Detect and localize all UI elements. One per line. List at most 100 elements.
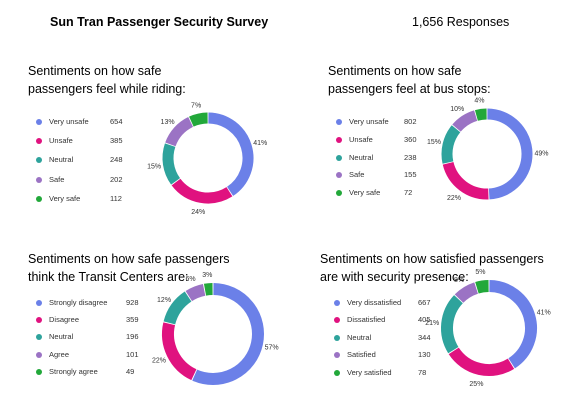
legend-label: Dissatisfied: [347, 315, 386, 325]
slice-percent-label: 25%: [469, 381, 483, 388]
legend-label: Very dissatisfied: [347, 298, 402, 307]
chart-title: Sentiments on how safe passengers think t…: [28, 250, 230, 286]
legend-label: Neutral: [49, 155, 74, 165]
donut-chart: 49% 22% 15% 10% 4%: [427, 98, 549, 202]
legend-label: Unsafe: [349, 134, 373, 144]
legend-dot-icon: [36, 138, 42, 145]
legend-count: 202: [110, 174, 123, 184]
donut-slice: [441, 295, 464, 354]
legend-label: Safe: [349, 170, 365, 180]
legend-dot-icon: [36, 317, 42, 324]
legend-label: Disagree: [49, 315, 80, 325]
chart-title-line: are with security presence:: [320, 270, 469, 284]
legend-dot-icon: [336, 190, 342, 197]
legend-count: 344: [418, 332, 431, 342]
legend-label: Strongly disagree: [49, 298, 108, 307]
slice-percent-label: 4%: [474, 98, 484, 105]
legend-dot-icon: [36, 368, 42, 375]
slice-percent-label: 13%: [161, 119, 175, 126]
donut-slice: [448, 347, 515, 376]
legend-count: 654: [110, 117, 123, 126]
legend-label: Satisfied: [347, 350, 376, 360]
legend-dot-icon: [334, 352, 340, 359]
slice-percent-label: 57%: [265, 344, 279, 351]
donut-slice: [475, 280, 489, 294]
legend-label: Neutral: [49, 332, 74, 342]
legend-label: Very unsafe: [49, 117, 89, 126]
slice-percent-label: 15%: [147, 164, 161, 171]
legend-count: 72: [404, 188, 413, 198]
donut-slice: [442, 161, 489, 200]
legend-count: 112: [110, 193, 122, 203]
legend-count: 359: [126, 315, 139, 325]
legend-dot-icon: [334, 334, 340, 341]
donut-slice: [454, 282, 479, 304]
legend-dot-icon: [36, 157, 42, 164]
donut-slice: [162, 322, 197, 381]
legend-count: 667: [418, 298, 431, 307]
chart-title-line: passengers feel at bus stops:: [328, 82, 491, 96]
chart-title-line: passengers feel while riding:: [28, 82, 186, 96]
donut-chart: 57% 22% 12% 6% 3%: [152, 272, 279, 385]
chart-title-line: Sentiments on how satisfied passengers: [320, 252, 544, 266]
legend-dot-icon: [334, 317, 340, 324]
donut-slice: [192, 283, 264, 385]
slice-percent-label: 22%: [447, 195, 461, 202]
legend-dot-icon: [36, 351, 42, 358]
donut-slice: [452, 110, 478, 132]
legend-count: 928: [126, 298, 139, 307]
legend-label: Very satisfied: [347, 367, 392, 377]
donut-slice: [171, 178, 233, 204]
legend-count: 49: [126, 366, 135, 376]
donut-slice: [203, 283, 213, 296]
slice-percent-label: 12%: [157, 297, 171, 304]
slice-percent-label: 41%: [253, 140, 267, 147]
legend-count: 101: [126, 349, 139, 359]
legend-count: 238: [404, 152, 417, 162]
legend-dot-icon: [36, 300, 42, 306]
slice-percent-label: 15%: [427, 139, 441, 146]
chart-title: Sentiments on how satisfied passengers ar…: [320, 250, 544, 286]
legend-dot-icon: [334, 300, 340, 306]
legend-label: Agree: [49, 349, 70, 359]
chart-title-line: Sentiments on how safe: [328, 64, 462, 78]
legend-count: 405: [418, 315, 431, 325]
slice-percent-label: 41%: [537, 310, 551, 317]
legend-dot-icon: [36, 334, 42, 341]
slice-percent-label: 22%: [152, 358, 166, 365]
legend-label: Very unsafe: [349, 117, 389, 126]
legend-dot-icon: [336, 172, 342, 179]
donut-slice: [487, 108, 533, 200]
slice-percent-label: 8%: [454, 277, 464, 284]
slice-percent-label: 5%: [475, 269, 485, 276]
legend-count: 360: [404, 134, 417, 144]
legend-dot-icon: [336, 154, 342, 161]
legend-label: Neutral: [347, 332, 372, 342]
legend-dot-icon: [336, 119, 342, 125]
chart-title: Sentiments on how safe passengers feel wh…: [28, 62, 186, 98]
legend-dot-icon: [334, 369, 340, 376]
donut-chart: 41% 24% 15% 13% 7%: [147, 102, 267, 216]
donut-slice: [441, 125, 461, 164]
legend-count: 385: [110, 136, 123, 146]
chart-title: Sentiments on how safe passengers feel at…: [328, 62, 491, 98]
legend-label: Very safe: [349, 188, 381, 198]
chart-title-line: Sentiments on how safe passengers: [28, 252, 230, 266]
legend-label: Strongly agree: [49, 366, 98, 376]
legend-count: 130: [418, 350, 431, 360]
legend-label: Very safe: [49, 193, 81, 203]
legend-count: 196: [126, 332, 139, 342]
donut-slice: [162, 143, 181, 185]
slice-percent-label: 7%: [191, 102, 201, 109]
legend-dot-icon: [336, 136, 342, 143]
legend-count: 155: [404, 170, 417, 180]
chart-title-line: Sentiments on how safe: [28, 64, 162, 78]
donut-slice: [165, 117, 194, 147]
chart-title-line: think the Transit Centers are:: [28, 270, 189, 284]
legend-dot-icon: [36, 119, 42, 125]
donut-slice: [208, 112, 254, 196]
donut-slice: [189, 112, 208, 127]
legend-count: 248: [110, 155, 123, 165]
legend-label: Safe: [49, 174, 65, 184]
donut-slice: [474, 108, 487, 121]
